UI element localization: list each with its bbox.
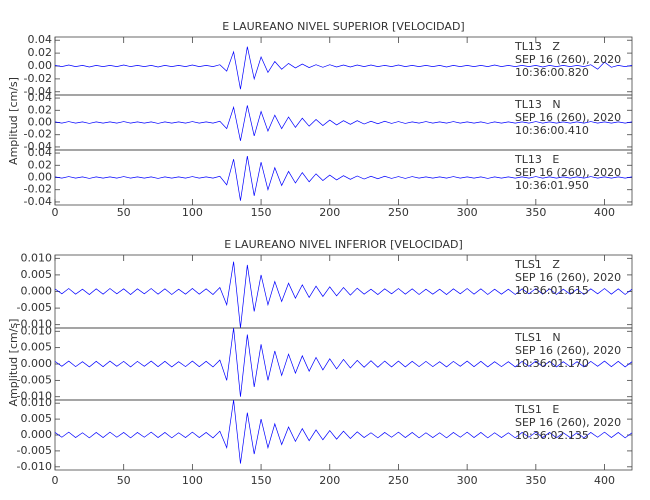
waveform xyxy=(54,105,633,141)
y-tick-label: -0.010 xyxy=(17,318,52,331)
chart-title: E LAUREANO NIVEL INFERIOR [VELOCIDAD] xyxy=(224,238,463,251)
station-label: TLS1 E xyxy=(514,403,559,416)
y-tick-label: 0.005 xyxy=(21,412,53,425)
x-tick-label: 350 xyxy=(525,206,546,219)
x-tick-label: 400 xyxy=(594,474,615,487)
x-tick-label: 150 xyxy=(251,206,272,219)
y-tick-label: -0.010 xyxy=(17,390,52,403)
station-label: TLS1 Z xyxy=(514,258,560,271)
y-tick-label: 0.00 xyxy=(28,116,53,129)
y-tick-label: 0.010 xyxy=(21,251,53,264)
y-tick-label: 0.010 xyxy=(21,324,53,337)
y-tick-label: 0.00 xyxy=(28,171,53,184)
x-tick-label: 400 xyxy=(594,206,615,219)
waveform xyxy=(54,399,633,464)
y-tick-label: 0.00 xyxy=(28,59,53,72)
x-tick-label: 200 xyxy=(319,206,340,219)
x-tick-label: 50 xyxy=(117,206,131,219)
x-tick-label: 100 xyxy=(182,474,203,487)
station-label: TL13 N xyxy=(514,98,561,111)
y-tick-label: 0.04 xyxy=(28,33,53,46)
x-tick-label: 50 xyxy=(117,474,131,487)
y-tick-label: 0.005 xyxy=(21,268,53,281)
time-label: 10:36:01.615 xyxy=(515,284,589,297)
date-label: SEP 16 (260), 2020 xyxy=(515,271,621,284)
time-label: 10:36:01.170 xyxy=(515,357,589,370)
x-tick-label: 200 xyxy=(319,474,340,487)
y-tick-label: -0.005 xyxy=(17,301,52,314)
x-tick-label: 250 xyxy=(388,206,409,219)
x-tick-label: 150 xyxy=(251,474,272,487)
x-tick-label: 250 xyxy=(388,474,409,487)
y-tick-label: 0.005 xyxy=(21,341,53,354)
date-label: SEP 16 (260), 2020 xyxy=(515,416,621,429)
x-tick-label: 300 xyxy=(457,206,478,219)
x-tick-label: 100 xyxy=(182,206,203,219)
station-label: TLS1 N xyxy=(514,331,561,344)
y-tick-label: 0.02 xyxy=(28,103,53,116)
y-tick-label: 0.000 xyxy=(21,428,53,441)
y-tick-label: -0.02 xyxy=(24,128,52,141)
station-label: TL13 Z xyxy=(514,40,560,53)
waveform xyxy=(54,327,633,397)
x-tick-label: 300 xyxy=(457,474,478,487)
y-tick-label: 0.04 xyxy=(28,146,53,159)
y-tick-label: -0.04 xyxy=(24,195,52,208)
y-tick-label: 0.02 xyxy=(28,46,53,59)
waveform xyxy=(54,46,633,90)
x-tick-label: 0 xyxy=(52,474,59,487)
waveform xyxy=(54,261,633,329)
y-tick-label: -0.04 xyxy=(24,140,52,153)
y-axis-label: Amplitud [cm/s] xyxy=(7,319,20,407)
x-tick-label: 350 xyxy=(525,474,546,487)
y-tick-label: 0.010 xyxy=(21,396,53,409)
y-tick-label: -0.02 xyxy=(24,183,52,196)
date-label: SEP 16 (260), 2020 xyxy=(515,53,621,66)
y-axis-label: Amplitud [cm/s] xyxy=(7,77,20,165)
y-tick-label: -0.010 xyxy=(17,460,52,473)
y-tick-label: -0.04 xyxy=(24,85,52,98)
waveform xyxy=(54,156,633,201)
station-label: TL13 E xyxy=(514,153,559,166)
time-label: 10:36:02.135 xyxy=(515,429,589,442)
time-label: 10:36:01.950 xyxy=(515,179,589,192)
y-tick-label: -0.02 xyxy=(24,72,52,85)
y-tick-label: 0.000 xyxy=(21,285,53,298)
date-label: SEP 16 (260), 2020 xyxy=(515,344,621,357)
y-tick-label: -0.005 xyxy=(17,444,52,457)
time-label: 10:36:00.820 xyxy=(515,66,589,79)
y-tick-label: 0.000 xyxy=(21,357,53,370)
chart-title: E LAUREANO NIVEL SUPERIOR [VELOCIDAD] xyxy=(222,20,464,33)
y-tick-label: -0.005 xyxy=(17,373,52,386)
date-label: SEP 16 (260), 2020 xyxy=(515,166,621,179)
x-tick-label: 0 xyxy=(52,206,59,219)
y-tick-label: 0.02 xyxy=(28,158,53,171)
y-tick-label: 0.04 xyxy=(28,91,53,104)
date-label: SEP 16 (260), 2020 xyxy=(515,111,621,124)
time-label: 10:36:00.410 xyxy=(515,124,589,137)
